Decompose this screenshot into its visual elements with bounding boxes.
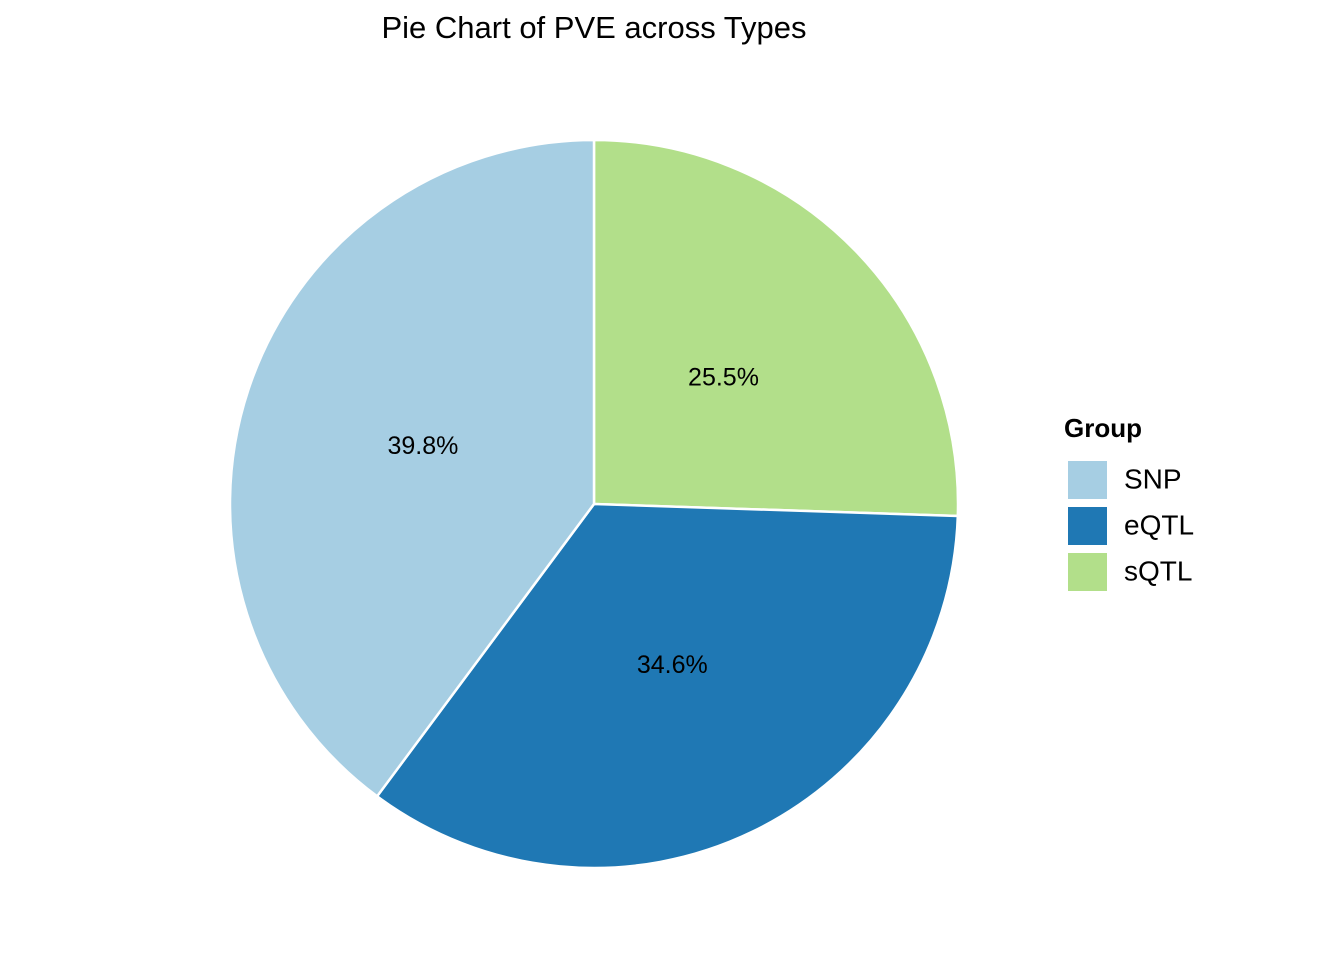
slice-label: 39.8% [387,432,458,460]
pie-slice [592,138,960,518]
pie-slice [228,138,596,799]
legend-key [1068,553,1107,591]
legend-key [1068,507,1107,545]
chart-title: Pie Chart of PVE across Types [381,10,806,45]
legend-label: sQTL [1124,555,1192,586]
pie-slice [375,502,960,870]
slice-label: 34.6% [637,651,708,679]
legend-label: SNP [1124,463,1182,494]
legend-label: eQTL [1124,509,1194,540]
legend-title: Group [1064,413,1142,443]
slice-label: 25.5% [688,363,759,391]
legend-key [1068,461,1107,499]
